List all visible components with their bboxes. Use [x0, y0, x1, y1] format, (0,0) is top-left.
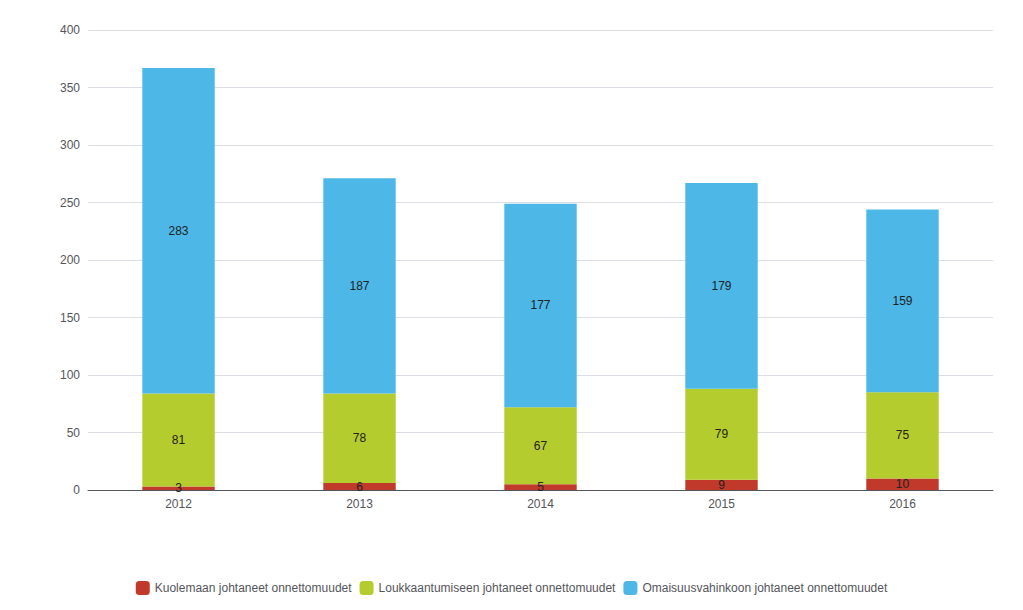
svg-text:2015: 2015: [708, 497, 735, 511]
svg-text:2012: 2012: [165, 497, 192, 511]
svg-text:5: 5: [537, 480, 544, 494]
svg-text:283: 283: [169, 224, 189, 238]
svg-text:100: 100: [60, 368, 80, 382]
svg-text:50: 50: [67, 426, 81, 440]
svg-text:159: 159: [892, 294, 912, 308]
svg-text:Kuolemaan johtaneet onnettomuu: Kuolemaan johtaneet onnettomuudet: [155, 581, 352, 595]
svg-text:300: 300: [60, 138, 80, 152]
svg-text:2013: 2013: [346, 497, 373, 511]
svg-text:3: 3: [175, 481, 182, 495]
svg-text:2016: 2016: [889, 497, 916, 511]
svg-text:9: 9: [718, 478, 725, 492]
svg-text:78: 78: [353, 431, 367, 445]
svg-text:400: 400: [60, 23, 80, 37]
svg-text:6: 6: [356, 480, 363, 494]
svg-text:67: 67: [534, 439, 548, 453]
svg-text:150: 150: [60, 311, 80, 325]
svg-text:Omaisuusvahinkoon johtaneet on: Omaisuusvahinkoon johtaneet onnettomuude…: [642, 581, 888, 595]
svg-text:350: 350: [60, 81, 80, 95]
svg-text:250: 250: [60, 196, 80, 210]
svg-text:177: 177: [530, 298, 550, 312]
svg-text:187: 187: [349, 279, 369, 293]
svg-text:79: 79: [715, 427, 729, 441]
svg-text:179: 179: [711, 279, 731, 293]
svg-text:81: 81: [172, 433, 186, 447]
svg-text:2014: 2014: [527, 497, 554, 511]
svg-text:75: 75: [896, 428, 910, 442]
svg-text:Loukkaantumiseen johtaneet onn: Loukkaantumiseen johtaneet onnettomuudet: [379, 581, 617, 595]
svg-text:10: 10: [896, 477, 910, 491]
svg-text:0: 0: [73, 483, 80, 497]
svg-text:200: 200: [60, 253, 80, 267]
